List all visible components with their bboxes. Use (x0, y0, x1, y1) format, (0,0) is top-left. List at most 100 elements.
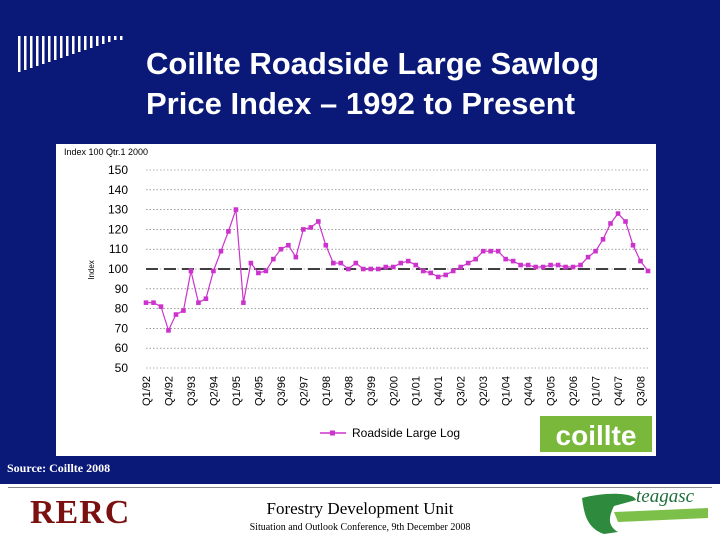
data-point (323, 242, 329, 248)
data-point (375, 266, 381, 272)
legend-marker (330, 430, 335, 436)
x-tick-label: Q3/08 (636, 376, 648, 406)
series-line (146, 209, 649, 333)
data-point (435, 274, 441, 280)
title-deco-bar (90, 36, 93, 48)
y-tick-label: 70 (115, 321, 129, 335)
footer-conference: Situation and Outlook Conference, 9th De… (249, 522, 471, 533)
data-point (353, 260, 359, 266)
data-point (218, 248, 224, 254)
footer-divider (8, 487, 712, 488)
data-point (390, 264, 396, 270)
series-roadside-large-log (143, 207, 651, 333)
y-tick-label: 150 (108, 163, 128, 177)
title-deco-bar (42, 36, 45, 64)
data-point (233, 207, 239, 212)
footer-unit-name: Forestry Development Unit (266, 499, 454, 518)
data-point (443, 272, 449, 278)
chart-legend: Roadside Large Log (320, 426, 460, 440)
x-tick-label: Q3/96 (276, 376, 288, 406)
data-point (645, 268, 651, 274)
title-deco-bar (48, 36, 51, 62)
data-point (585, 254, 591, 260)
y-tick-label: 140 (108, 183, 128, 197)
x-tick-label: Q1/92 (141, 376, 153, 406)
data-point (271, 256, 276, 262)
data-point (203, 296, 209, 301)
y-tick-label: 100 (108, 262, 128, 276)
data-point (241, 300, 246, 305)
title-deco-bar (18, 36, 21, 72)
x-tick-label: Q3/99 (366, 376, 378, 406)
title-deco-bar (24, 36, 27, 70)
x-tick-label: Q4/95 (253, 376, 265, 406)
title-deco-bar (54, 36, 57, 60)
y-tick-label: 90 (115, 282, 129, 296)
y-tick-label: 50 (115, 361, 129, 375)
data-point (630, 242, 636, 248)
data-point (151, 300, 156, 305)
data-point (211, 268, 216, 274)
x-tick-label: Q4/92 (163, 376, 175, 406)
title-deco-bar (36, 36, 39, 66)
x-tick-label: Q1/04 (501, 376, 513, 406)
title-deco-bar (30, 36, 33, 68)
slide-title-line-2: Price Index – 1992 to Present (146, 86, 576, 121)
data-point (143, 300, 149, 305)
title-deco-bar (66, 36, 69, 56)
data-point (316, 219, 321, 224)
data-point (196, 300, 201, 305)
x-tick-label: Q4/07 (613, 376, 625, 406)
x-tick-label: Q1/95 (231, 376, 243, 406)
data-point (540, 264, 546, 270)
data-point (166, 328, 171, 333)
data-point (638, 258, 643, 264)
coillte-logo: coillte (540, 416, 652, 452)
data-point (495, 248, 501, 254)
chart-header-note: Index 100 Qtr.1 2000 (64, 147, 148, 157)
data-point (450, 268, 456, 274)
data-point (248, 260, 254, 266)
data-point (503, 256, 508, 262)
y-tick-label: 80 (115, 302, 129, 316)
data-point (615, 211, 621, 216)
x-tick-label: Q1/07 (591, 376, 603, 406)
coillte-logo-text: coillte (556, 420, 637, 451)
data-point (533, 264, 538, 270)
data-point (286, 242, 291, 248)
teagasc-logo-text: teagasc (636, 486, 695, 507)
y-tick-label: 60 (115, 341, 129, 355)
title-deco-bar (78, 36, 81, 52)
y-tick-labels: 50 60 70 80 90 100 110 120 130 140 150 (108, 163, 128, 375)
data-point (383, 264, 389, 270)
data-point (563, 264, 568, 270)
data-point (458, 264, 463, 270)
x-tick-labels: Q1/92 Q4/92 Q3/93 Q2/94 Q1/95 Q4/95 Q3/96 Q2/97… (141, 376, 648, 406)
data-point (473, 256, 478, 262)
data-point (173, 312, 179, 317)
title-deco-bar (72, 36, 75, 54)
data-point (465, 260, 471, 266)
rerc-logo: RERC (30, 494, 131, 531)
x-tick-label: Q2/97 (298, 376, 310, 406)
title-deco-bar (102, 36, 105, 44)
title-bars-decoration (18, 36, 123, 72)
title-deco-bar (120, 36, 123, 40)
data-point (623, 219, 628, 224)
x-tick-label: Q2/00 (388, 376, 400, 406)
data-point (331, 260, 336, 266)
data-point (548, 262, 553, 268)
data-point (360, 266, 366, 272)
y-axis-label: Index (87, 260, 96, 280)
data-point (278, 246, 284, 252)
footer: RERC Forestry Development Unit Situation… (0, 484, 720, 540)
data-point (158, 304, 164, 309)
data-point (510, 258, 516, 264)
data-point (345, 266, 351, 272)
chart-panel: Index 100 Qtr.1 2000 Index 50 60 70 80 90 100… (56, 144, 656, 456)
data-point (593, 248, 598, 254)
data-point (256, 270, 261, 276)
data-point (555, 262, 561, 268)
data-point (338, 260, 344, 266)
title-deco-bar (96, 36, 99, 46)
